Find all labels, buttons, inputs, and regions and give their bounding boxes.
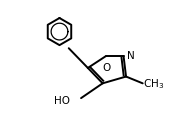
Text: N: N bbox=[127, 51, 134, 61]
Text: O: O bbox=[102, 63, 110, 73]
Text: CH$_3$: CH$_3$ bbox=[143, 77, 164, 91]
Text: HO: HO bbox=[54, 96, 70, 106]
